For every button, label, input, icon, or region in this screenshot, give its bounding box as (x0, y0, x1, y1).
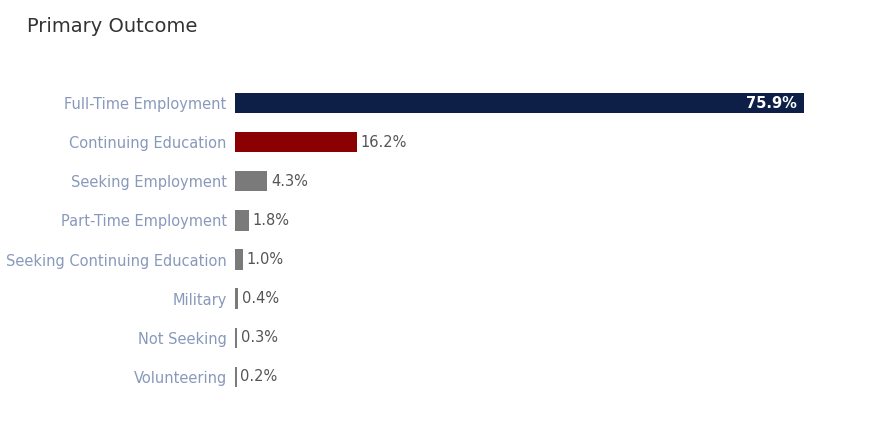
Text: 1.0%: 1.0% (246, 252, 284, 267)
Bar (235, 210, 248, 231)
Bar (235, 249, 242, 270)
Text: 16.2%: 16.2% (360, 135, 406, 150)
Bar (235, 171, 267, 192)
Text: 1.8%: 1.8% (252, 213, 289, 228)
Text: 0.4%: 0.4% (242, 291, 278, 306)
Bar (235, 132, 356, 152)
Bar (235, 93, 804, 113)
Text: 4.3%: 4.3% (271, 174, 307, 189)
Bar (235, 367, 237, 387)
Bar (235, 328, 237, 348)
Text: 0.2%: 0.2% (240, 369, 277, 384)
Text: 0.3%: 0.3% (241, 330, 277, 345)
Text: Primary Outcome: Primary Outcome (27, 17, 197, 36)
Text: 75.9%: 75.9% (745, 96, 796, 111)
Bar (235, 288, 237, 309)
